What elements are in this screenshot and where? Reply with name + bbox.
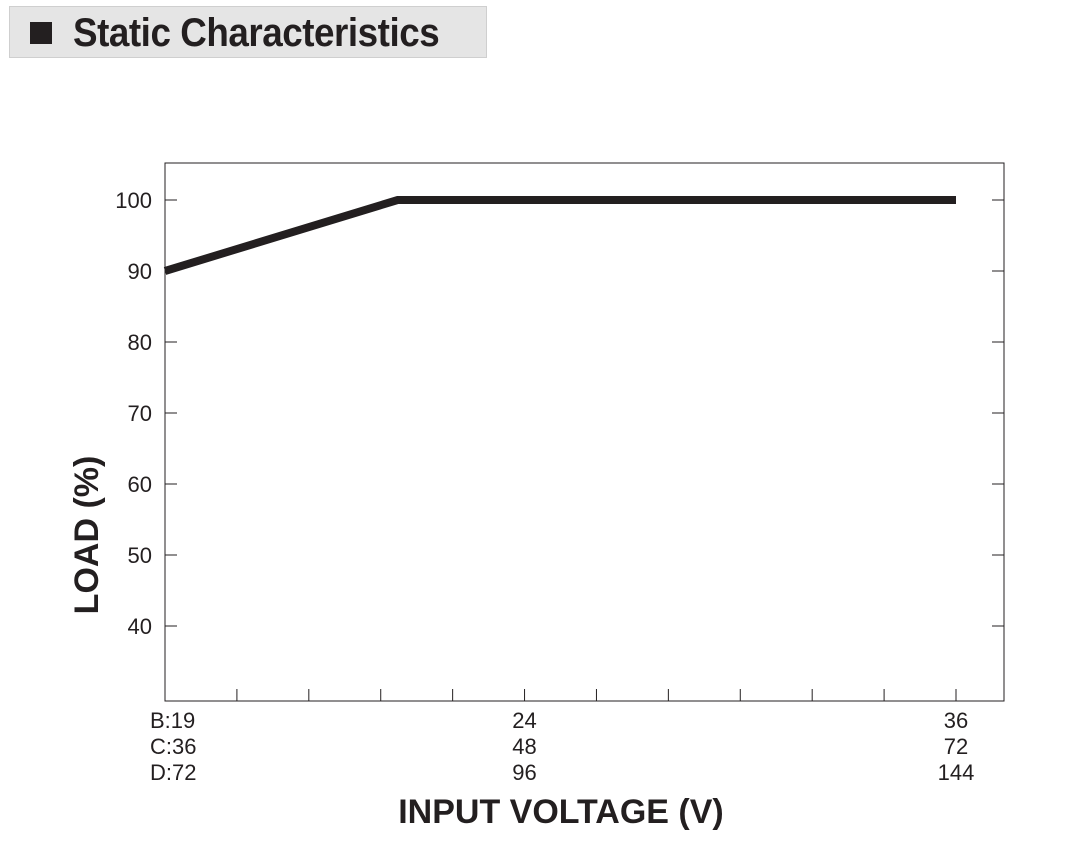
- y-tick-label: 40: [128, 614, 152, 639]
- y-tick-label: 60: [128, 472, 152, 497]
- x-tick-label: C:36: [150, 734, 196, 759]
- x-tick-label: 48: [512, 734, 536, 759]
- y-tick-label: 50: [128, 543, 152, 568]
- x-tick-label: 96: [512, 760, 536, 785]
- x-tick-label: 24: [512, 708, 536, 733]
- y-axis-ticks: 40 50 60 70 80 90 100: [115, 188, 1004, 639]
- title-square-icon: [30, 22, 52, 44]
- x-tick-label: 72: [944, 734, 968, 759]
- y-axis-title: LOAD (%): [68, 456, 106, 615]
- x-tick-label: D:72: [150, 760, 196, 785]
- y-tick-label: 70: [128, 401, 152, 426]
- title-bar: Static Characteristics: [9, 6, 487, 58]
- y-tick-label: 100: [115, 188, 152, 213]
- x-tick-label: 36: [944, 708, 968, 733]
- plot-frame: [164, 162, 1005, 702]
- series-line: [163, 196, 956, 275]
- y-tick-label: 90: [128, 259, 152, 284]
- x-tick-label: 144: [938, 760, 975, 785]
- x-tick-label: B:19: [150, 708, 195, 733]
- page-title: Static Characteristics: [73, 11, 440, 55]
- series-group: [163, 196, 957, 275]
- y-tick-label: 80: [128, 330, 152, 355]
- x-axis-title: INPUT VOLTAGE (V): [398, 793, 724, 831]
